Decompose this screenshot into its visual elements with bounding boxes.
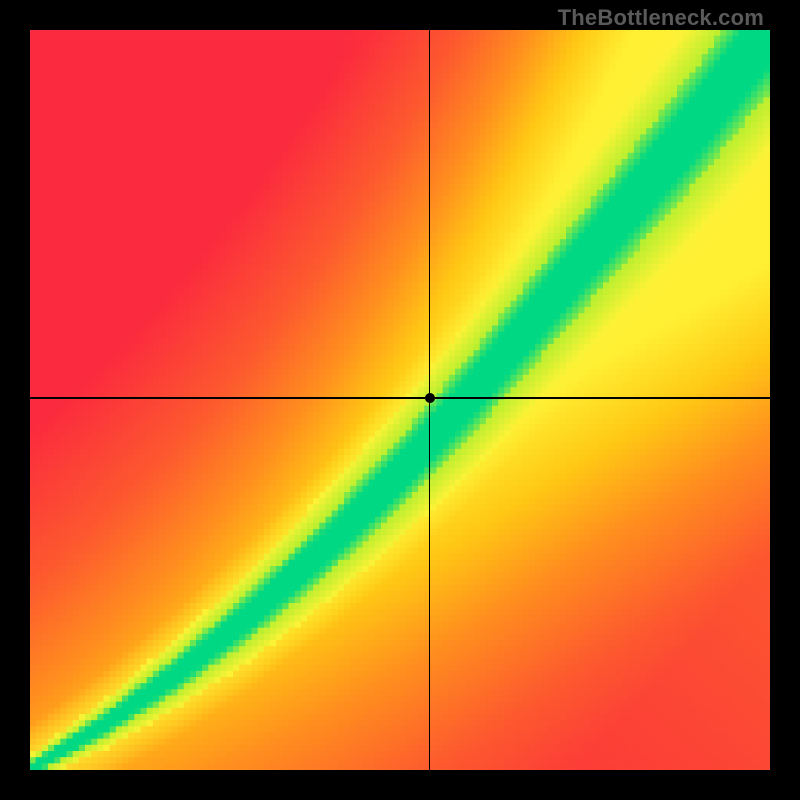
crosshair-horizontal <box>30 397 770 399</box>
plot-frame-bottom <box>0 770 800 800</box>
crosshair-marker <box>425 393 435 403</box>
plot-frame-left <box>0 0 30 800</box>
heatmap-svg <box>30 30 770 770</box>
plot-frame-right <box>770 0 800 800</box>
heatmap-plot <box>30 30 770 770</box>
watermark-text: TheBottleneck.com <box>558 5 764 31</box>
